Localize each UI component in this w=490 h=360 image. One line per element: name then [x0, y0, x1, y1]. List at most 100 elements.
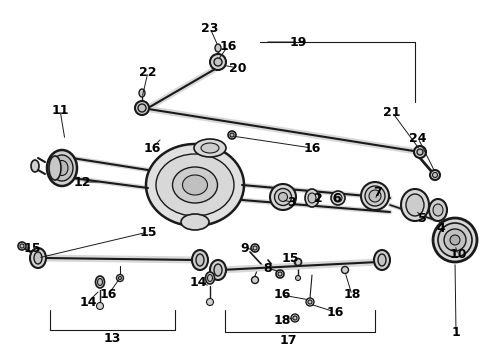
Ellipse shape [308, 193, 316, 203]
Ellipse shape [135, 101, 149, 115]
Text: 16: 16 [303, 141, 320, 154]
Ellipse shape [215, 44, 221, 52]
Text: 10: 10 [449, 248, 467, 261]
Ellipse shape [182, 175, 207, 195]
Text: 16: 16 [326, 306, 343, 319]
Ellipse shape [342, 266, 348, 274]
Text: 14: 14 [79, 296, 97, 309]
Ellipse shape [433, 172, 438, 177]
Ellipse shape [251, 276, 259, 284]
Text: 14: 14 [189, 275, 207, 288]
Text: 18: 18 [343, 288, 361, 302]
Ellipse shape [291, 314, 299, 322]
Text: 11: 11 [51, 104, 69, 117]
Ellipse shape [230, 133, 234, 137]
Text: 15: 15 [281, 252, 299, 265]
Ellipse shape [278, 272, 282, 276]
Ellipse shape [278, 193, 288, 202]
Text: 7: 7 [373, 185, 382, 198]
Ellipse shape [214, 58, 222, 66]
Ellipse shape [210, 54, 226, 70]
Ellipse shape [429, 199, 447, 221]
Text: 16: 16 [273, 288, 291, 302]
Ellipse shape [305, 189, 319, 207]
Ellipse shape [365, 186, 385, 206]
Ellipse shape [172, 167, 218, 203]
Ellipse shape [146, 144, 244, 226]
Ellipse shape [97, 302, 103, 310]
Ellipse shape [270, 184, 296, 210]
Ellipse shape [96, 276, 104, 288]
Ellipse shape [369, 190, 381, 202]
Ellipse shape [276, 270, 284, 278]
Ellipse shape [433, 204, 443, 216]
Ellipse shape [30, 248, 46, 268]
Ellipse shape [156, 154, 234, 216]
Ellipse shape [308, 300, 312, 304]
Text: 22: 22 [139, 66, 157, 78]
Ellipse shape [207, 275, 213, 282]
Text: 19: 19 [289, 36, 307, 49]
Text: 15: 15 [23, 242, 41, 255]
Text: 2: 2 [314, 192, 322, 204]
Ellipse shape [47, 150, 77, 186]
Ellipse shape [414, 146, 426, 158]
Ellipse shape [253, 246, 257, 250]
Ellipse shape [306, 298, 314, 306]
Text: 17: 17 [279, 333, 297, 346]
Text: 9: 9 [241, 242, 249, 255]
Text: 5: 5 [417, 212, 426, 225]
Ellipse shape [20, 244, 24, 248]
Text: 6: 6 [333, 192, 342, 204]
Ellipse shape [119, 276, 122, 279]
Text: 8: 8 [264, 261, 272, 275]
Ellipse shape [139, 89, 145, 97]
Ellipse shape [361, 182, 389, 210]
Ellipse shape [210, 260, 226, 280]
Ellipse shape [374, 250, 390, 270]
Ellipse shape [98, 279, 102, 285]
Ellipse shape [18, 242, 26, 250]
Ellipse shape [251, 244, 259, 252]
Text: 1: 1 [452, 325, 461, 338]
Ellipse shape [181, 214, 209, 230]
Text: 23: 23 [201, 22, 219, 35]
Ellipse shape [205, 272, 215, 284]
Text: 24: 24 [409, 131, 427, 144]
Ellipse shape [401, 189, 429, 221]
Text: 16: 16 [143, 141, 161, 154]
Ellipse shape [49, 156, 61, 180]
Ellipse shape [444, 229, 466, 251]
Ellipse shape [201, 143, 219, 153]
Ellipse shape [438, 223, 472, 257]
Ellipse shape [274, 189, 292, 206]
Ellipse shape [293, 316, 297, 320]
Text: 3: 3 [288, 195, 296, 208]
Ellipse shape [196, 254, 204, 266]
Text: 18: 18 [273, 314, 291, 327]
Ellipse shape [334, 194, 342, 202]
Text: 20: 20 [229, 62, 247, 75]
Ellipse shape [331, 191, 345, 205]
Text: 12: 12 [73, 176, 91, 189]
Ellipse shape [433, 218, 477, 262]
Ellipse shape [31, 160, 39, 172]
Ellipse shape [206, 298, 214, 306]
Ellipse shape [294, 258, 301, 266]
Text: 13: 13 [103, 332, 121, 345]
Text: 16: 16 [99, 288, 117, 302]
Text: 21: 21 [383, 105, 401, 118]
Ellipse shape [295, 275, 300, 280]
Ellipse shape [194, 139, 226, 157]
Ellipse shape [34, 252, 42, 264]
Ellipse shape [378, 254, 386, 266]
Ellipse shape [406, 194, 424, 216]
Ellipse shape [56, 161, 68, 176]
Text: 4: 4 [437, 221, 445, 234]
Ellipse shape [430, 170, 440, 180]
Ellipse shape [228, 131, 236, 139]
Text: 16: 16 [220, 40, 237, 53]
Ellipse shape [51, 155, 73, 181]
Ellipse shape [214, 264, 222, 276]
Ellipse shape [192, 250, 208, 270]
